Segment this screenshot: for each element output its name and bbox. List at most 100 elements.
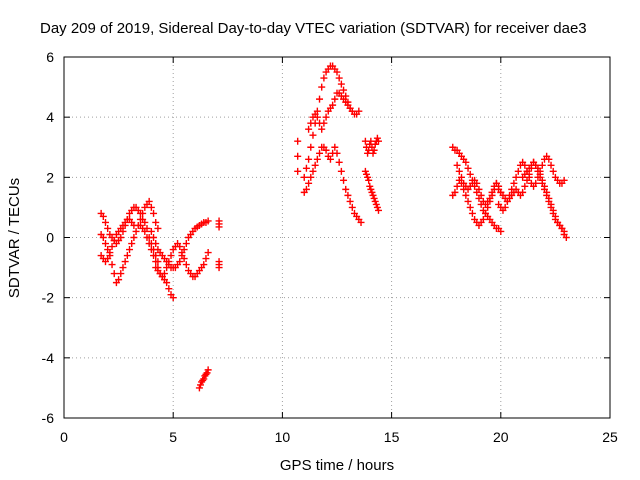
data-point	[294, 167, 302, 175]
data-point	[316, 149, 324, 157]
data-point	[110, 237, 118, 245]
x-tick-label: 5	[169, 429, 177, 445]
data-point	[462, 158, 470, 166]
y-tick-label: -2	[42, 290, 55, 306]
data-point	[320, 74, 328, 82]
data-point	[150, 252, 158, 260]
grid	[64, 57, 610, 418]
data-point	[302, 185, 310, 193]
data-point	[501, 203, 509, 211]
data-point	[147, 203, 155, 211]
data-point	[510, 179, 518, 187]
data-point	[329, 101, 337, 109]
data-point	[300, 173, 308, 181]
data-point	[215, 264, 223, 272]
data-point	[479, 215, 487, 223]
data-point	[145, 240, 153, 248]
data-point	[202, 255, 210, 263]
data-points	[97, 62, 570, 392]
data-point	[333, 149, 341, 157]
data-point	[468, 209, 476, 217]
data-point	[305, 155, 313, 163]
data-point	[130, 234, 138, 241]
data-point	[307, 173, 315, 181]
data-point	[104, 224, 112, 232]
data-point	[165, 258, 173, 266]
y-tick-label: -6	[42, 410, 55, 426]
data-point	[538, 176, 546, 184]
data-point	[305, 179, 313, 187]
data-point	[160, 270, 168, 278]
data-point	[488, 188, 496, 196]
data-point	[136, 215, 144, 223]
data-point	[355, 107, 363, 115]
data-series	[97, 215, 138, 266]
x-axis-tick-labels: 0 5 10 15 20 25	[60, 429, 618, 445]
data-point	[466, 170, 474, 178]
data-point	[337, 80, 345, 88]
data-point	[538, 161, 546, 169]
data-point	[204, 249, 212, 257]
data-point	[169, 294, 177, 302]
data-point	[335, 74, 343, 82]
data-point	[558, 224, 566, 232]
data-series	[215, 217, 223, 272]
data-point	[344, 191, 352, 199]
data-point	[514, 167, 522, 175]
data-point	[204, 366, 212, 374]
data-point	[475, 185, 483, 193]
data-point	[562, 234, 570, 241]
data-point	[141, 218, 149, 226]
data-point	[99, 234, 107, 241]
data-series	[453, 161, 500, 208]
data-point	[99, 212, 107, 220]
data-point	[154, 224, 162, 232]
data-point	[145, 197, 153, 205]
data-point	[340, 176, 348, 184]
data-point	[199, 376, 207, 384]
data-point	[320, 119, 328, 127]
data-point	[176, 243, 184, 251]
data-point	[313, 155, 321, 163]
data-series	[294, 137, 302, 175]
data-point	[294, 152, 302, 160]
data-point	[340, 86, 348, 94]
data-point	[150, 234, 158, 241]
data-point	[453, 182, 461, 190]
data-series	[195, 366, 212, 392]
data-point	[473, 179, 481, 187]
x-tick-label: 15	[384, 429, 400, 445]
x-tick-label: 20	[493, 429, 509, 445]
data-point	[313, 113, 321, 121]
data-point	[549, 206, 557, 214]
data-point	[451, 188, 459, 196]
data-point	[182, 240, 190, 248]
data-point	[331, 95, 339, 103]
data-point	[551, 212, 559, 220]
data-point	[167, 252, 175, 260]
data-point	[536, 170, 544, 178]
data-series	[519, 158, 570, 241]
data-point	[141, 227, 149, 235]
data-point	[374, 137, 382, 145]
data-point	[143, 234, 151, 241]
data-point	[139, 209, 147, 217]
chart-title: Day 209 of 2019, Sidereal Day-to-day VTE…	[40, 20, 587, 37]
data-series	[305, 89, 356, 133]
x-tick-label: 25	[602, 429, 618, 445]
data-point	[108, 243, 116, 251]
data-point	[182, 261, 190, 269]
data-point	[150, 209, 158, 217]
data-point	[370, 146, 378, 154]
data-point	[543, 188, 551, 196]
data-point	[302, 164, 310, 172]
data-point	[128, 240, 136, 248]
data-point	[497, 227, 505, 235]
data-point	[512, 173, 520, 181]
data-point	[455, 167, 463, 175]
data-point	[523, 176, 531, 184]
data-point	[549, 167, 557, 175]
data-point	[311, 161, 319, 169]
data-point	[519, 188, 527, 196]
